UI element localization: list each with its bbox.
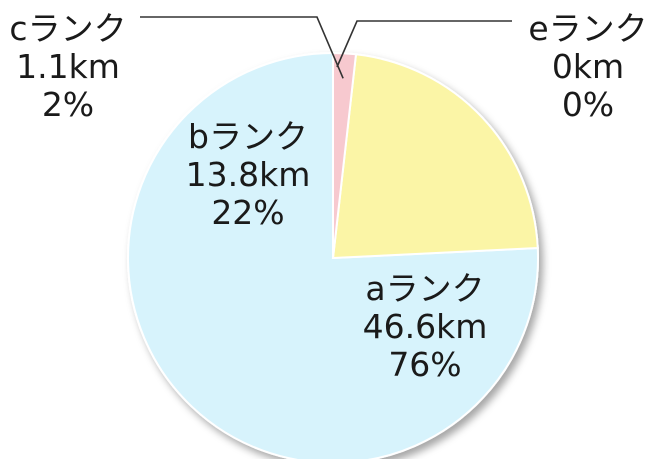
- slice-b-percent: 22%: [211, 193, 285, 232]
- slice-c-percent: 2%: [41, 85, 95, 124]
- slice-e-distance: 0km: [551, 47, 625, 86]
- slice-b-name: bランク: [188, 117, 308, 156]
- pie-slice-b: [331, 53, 539, 260]
- slice-b-distance: 13.8km: [185, 155, 311, 194]
- slice-label-a: aランク 46.6km 76%: [355, 270, 495, 384]
- slice-a-name: aランク: [365, 269, 485, 308]
- slice-label-c: cランク 1.1km 2%: [0, 10, 138, 124]
- slice-e-name: eランク: [528, 9, 648, 48]
- leader-line-c: [140, 16, 344, 79]
- slice-c-distance: 1.1km: [16, 47, 120, 86]
- slice-a-distance: 46.6km: [362, 307, 488, 346]
- slice-label-b: bランク 13.8km 22%: [178, 118, 318, 232]
- slice-e-percent: 0%: [561, 85, 615, 124]
- slice-c-name: cランク: [9, 9, 127, 48]
- leader-line-e: [336, 20, 512, 68]
- slice-label-e: eランク 0km 0%: [513, 10, 650, 124]
- slice-a-percent: 76%: [388, 345, 462, 384]
